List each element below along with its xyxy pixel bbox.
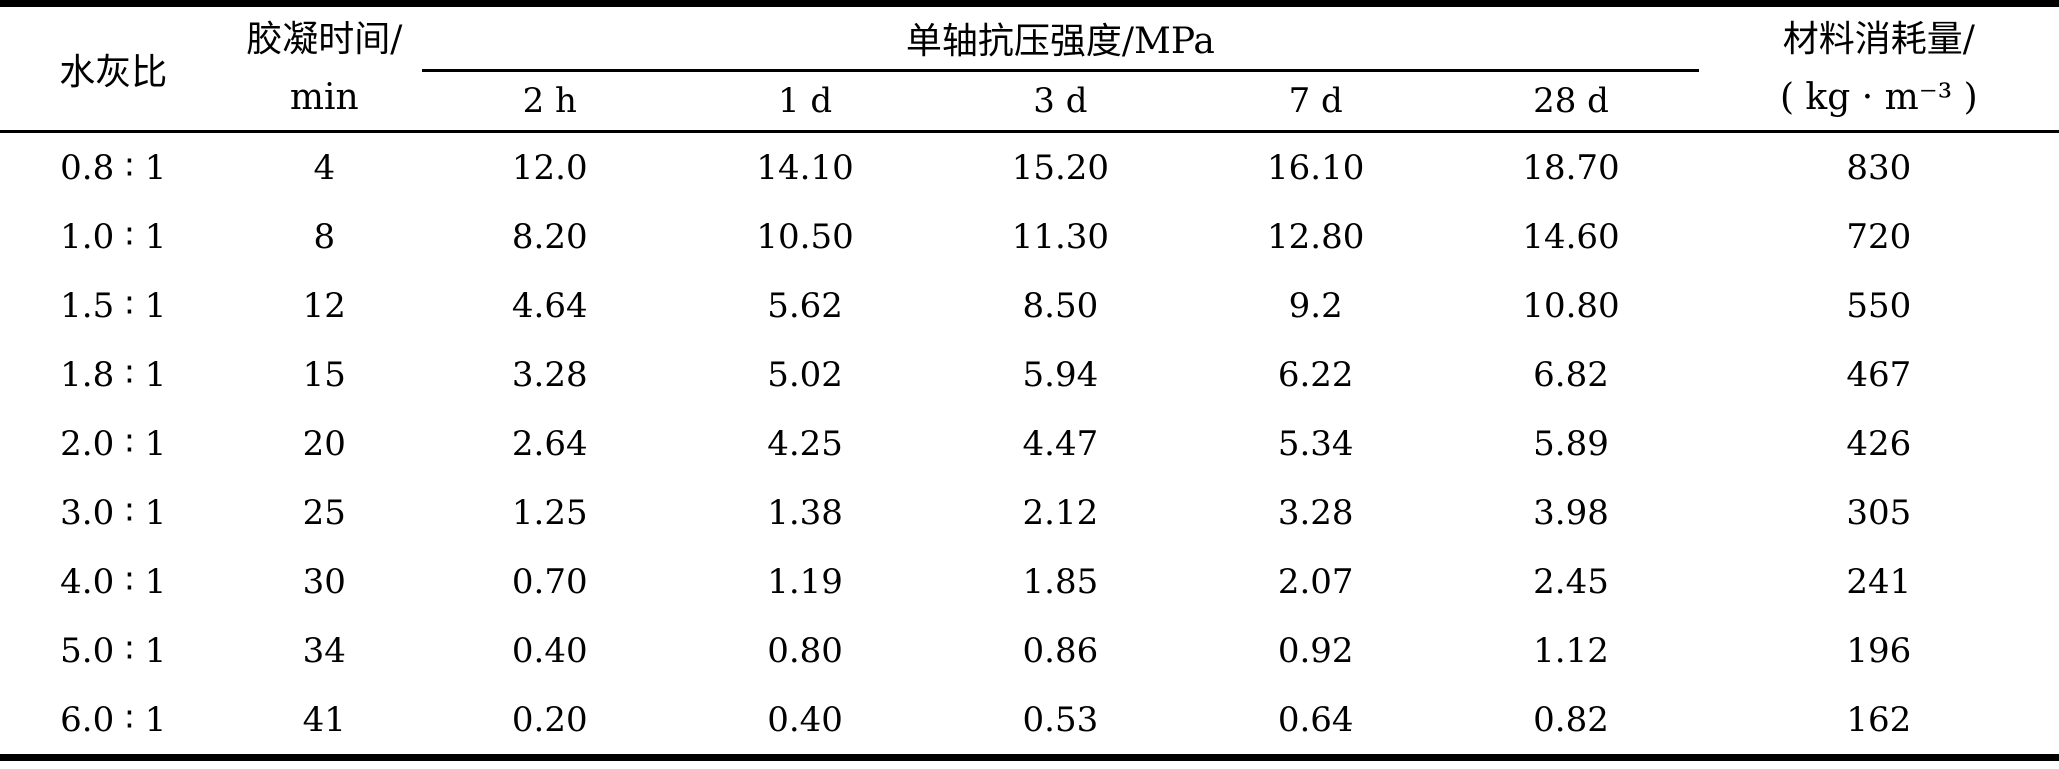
cell-gel-time: 41 — [302, 699, 346, 740]
cell-strength-7d: 16.10 — [1267, 147, 1365, 188]
table-row: 6.0 ∶ 1 41 0.20 0.40 0.53 0.64 0.82 162 — [0, 685, 2059, 758]
cell-strength-1d: 0.40 — [767, 699, 843, 740]
cell-water-cement-ratio: 1.8 ∶ 1 — [60, 354, 167, 395]
table-row: 2.0 ∶ 1 20 2.64 4.25 4.47 5.34 5.89 426 — [0, 409, 2059, 478]
cell-material-consumption: 467 — [1846, 354, 1912, 395]
cell-strength-3d: 5.94 — [1022, 354, 1099, 395]
cell-strength-2h: 4.64 — [511, 285, 588, 326]
header-strength-2h: 2 h — [422, 70, 678, 133]
cell-water-cement-ratio: 2.0 ∶ 1 — [60, 423, 167, 464]
table-row: 0.8 ∶ 1 4 12.0 14.10 15.20 16.10 18.70 830 — [0, 132, 2059, 203]
cell-strength-7d: 6.22 — [1277, 354, 1354, 395]
table-body: 0.8 ∶ 1 4 12.0 14.10 15.20 16.10 18.70 830 1.0 ∶… — [0, 132, 2059, 758]
cell-gel-time: 30 — [302, 561, 346, 602]
cell-strength-3d: 1.85 — [1022, 561, 1099, 602]
cell-material-consumption: 830 — [1846, 147, 1912, 188]
cell-strength-7d: 0.64 — [1277, 699, 1354, 740]
cell-strength-3d: 2.12 — [1022, 492, 1099, 533]
cell-strength-28d: 18.70 — [1522, 147, 1620, 188]
cell-water-cement-ratio: 6.0 ∶ 1 — [60, 699, 167, 740]
header-material-consumption-line1: 材料消耗量/ — [1782, 18, 1975, 60]
cell-gel-time: 20 — [302, 423, 346, 464]
cell-strength-28d: 3.98 — [1533, 492, 1609, 533]
cell-strength-1d: 10.50 — [756, 216, 854, 257]
header-strength-3d: 3 d — [932, 70, 1189, 133]
table-row: 5.0 ∶ 1 34 0.40 0.80 0.86 0.92 1.12 196 — [0, 616, 2059, 685]
table-row: 1.8 ∶ 1 15 3.28 5.02 5.94 6.22 6.82 467 — [0, 340, 2059, 409]
header-material-consumption: 材料消耗量/ ( kg · m⁻³ ) — [1698, 3, 2059, 133]
cell-strength-28d: 10.80 — [1522, 285, 1620, 326]
cell-strength-7d: 0.92 — [1277, 630, 1354, 671]
cell-strength-7d: 3.28 — [1277, 492, 1354, 533]
table-row: 3.0 ∶ 1 25 1.25 1.38 2.12 3.28 3.98 305 — [0, 478, 2059, 547]
cell-strength-2h: 2.64 — [511, 423, 588, 464]
cell-gel-time: 4 — [313, 147, 336, 188]
header-uniaxial-strength-group: 单轴抗压强度/MPa — [422, 3, 1699, 72]
header-strength-28d: 28 d — [1443, 70, 1699, 133]
cell-strength-28d: 0.82 — [1533, 699, 1609, 740]
header-material-consumption-line2: ( kg · m⁻³ ) — [1779, 76, 1978, 118]
header-strength-7d: 7 d — [1188, 70, 1444, 133]
cell-water-cement-ratio: 5.0 ∶ 1 — [60, 630, 167, 671]
cell-strength-7d: 12.80 — [1267, 216, 1365, 257]
cell-material-consumption: 720 — [1846, 216, 1912, 257]
header-strength-1d: 1 d — [677, 70, 933, 133]
cell-gel-time: 12 — [302, 285, 346, 326]
cell-strength-1d: 14.10 — [756, 147, 854, 188]
table-row: 1.5 ∶ 1 12 4.64 5.62 8.50 9.2 10.80 550 — [0, 271, 2059, 340]
cell-material-consumption: 196 — [1846, 630, 1912, 671]
cell-gel-time: 34 — [302, 630, 346, 671]
cell-strength-28d: 14.60 — [1522, 216, 1620, 257]
cell-strength-2h: 0.40 — [511, 630, 588, 671]
cell-gel-time: 25 — [302, 492, 346, 533]
cell-material-consumption: 426 — [1846, 423, 1912, 464]
cell-strength-7d: 5.34 — [1277, 423, 1354, 464]
cell-water-cement-ratio: 3.0 ∶ 1 — [60, 492, 167, 533]
cell-strength-3d: 4.47 — [1022, 423, 1099, 464]
cell-strength-3d: 0.53 — [1022, 699, 1099, 740]
cell-material-consumption: 550 — [1846, 285, 1912, 326]
cell-water-cement-ratio: 1.0 ∶ 1 — [60, 216, 167, 257]
cell-strength-28d: 6.82 — [1533, 354, 1609, 395]
cell-water-cement-ratio: 0.8 ∶ 1 — [60, 147, 167, 188]
cell-strength-1d: 5.62 — [767, 285, 843, 326]
cell-strength-1d: 1.38 — [767, 492, 843, 533]
cell-strength-1d: 0.80 — [767, 630, 843, 671]
cell-strength-2h: 1.25 — [511, 492, 588, 533]
cell-strength-3d: 11.30 — [1011, 216, 1110, 257]
cell-strength-7d: 2.07 — [1277, 561, 1354, 602]
cell-strength-28d: 2.45 — [1533, 561, 1609, 602]
header-water-cement-ratio: 水灰比 — [0, 3, 227, 133]
cell-strength-1d: 1.19 — [767, 561, 843, 602]
cell-material-consumption: 162 — [1846, 699, 1912, 740]
cell-strength-2h: 3.28 — [511, 354, 588, 395]
header-gel-time-line2: min — [289, 76, 359, 118]
cell-strength-28d: 1.12 — [1533, 630, 1609, 671]
table-row: 1.0 ∶ 1 8 8.20 10.50 11.30 12.80 14.60 720 — [0, 202, 2059, 271]
cell-strength-2h: 8.20 — [511, 216, 588, 257]
cell-strength-2h: 0.20 — [511, 699, 588, 740]
cell-strength-2h: 0.70 — [511, 561, 588, 602]
cell-water-cement-ratio: 4.0 ∶ 1 — [60, 561, 167, 602]
cell-strength-7d: 9.2 — [1288, 285, 1343, 326]
cell-gel-time: 8 — [313, 216, 336, 257]
header-row-group: 水灰比 胶凝时间/ min 单轴抗压强度/MPa 材料消耗量/ ( kg · m… — [0, 3, 2059, 133]
table-row: 4.0 ∶ 1 30 0.70 1.19 1.85 2.07 2.45 241 — [0, 547, 2059, 616]
cell-strength-1d: 5.02 — [767, 354, 843, 395]
header-gel-time-line1: 胶凝时间/ — [246, 18, 403, 60]
cell-water-cement-ratio: 1.5 ∶ 1 — [60, 285, 167, 326]
cell-strength-1d: 4.25 — [767, 423, 843, 464]
cell-strength-28d: 5.89 — [1533, 423, 1609, 464]
cell-strength-3d: 15.20 — [1011, 147, 1110, 188]
cell-material-consumption: 305 — [1846, 492, 1912, 533]
cell-strength-3d: 8.50 — [1022, 285, 1099, 326]
cell-gel-time: 15 — [302, 354, 346, 395]
cell-strength-2h: 12.0 — [511, 147, 588, 188]
header-gel-time: 胶凝时间/ min — [226, 3, 423, 133]
cell-strength-3d: 0.86 — [1022, 630, 1099, 671]
cell-material-consumption: 241 — [1846, 561, 1912, 602]
